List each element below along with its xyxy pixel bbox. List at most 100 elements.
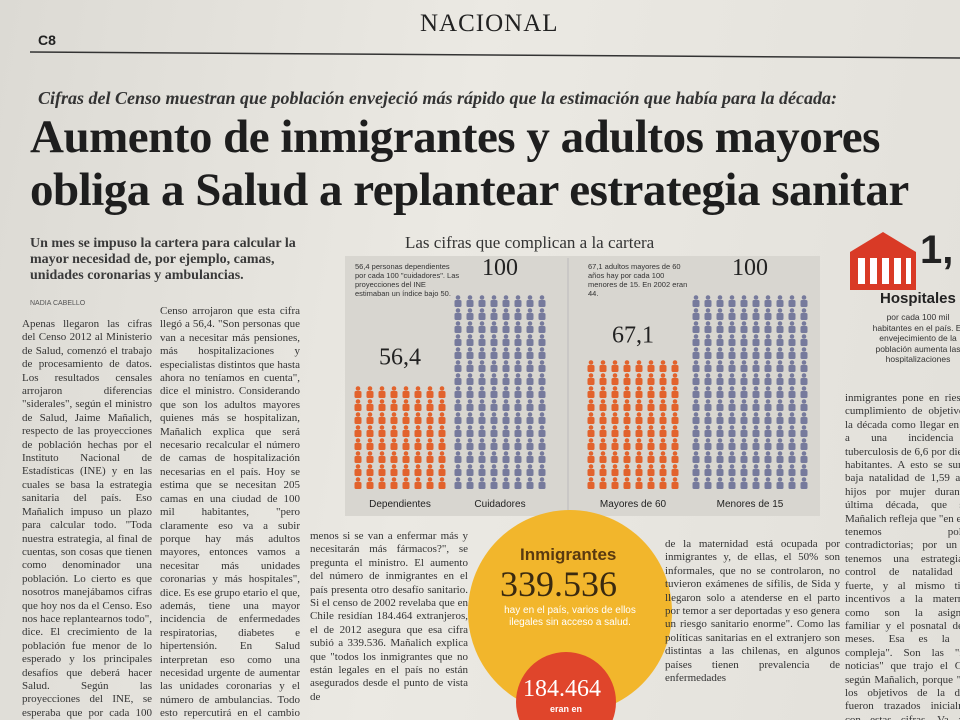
person-body xyxy=(514,300,522,307)
person-head xyxy=(491,425,497,430)
person-head xyxy=(789,425,795,430)
person-head xyxy=(660,412,666,417)
person-body xyxy=(526,378,534,385)
person-body xyxy=(502,404,510,411)
person-head xyxy=(741,360,747,365)
person-head xyxy=(403,399,409,404)
person-body xyxy=(490,326,498,333)
person-head xyxy=(789,451,795,456)
person-body xyxy=(490,391,498,398)
person-head xyxy=(588,477,594,482)
person-head xyxy=(391,477,397,482)
person-head xyxy=(367,464,373,469)
person-body xyxy=(728,443,736,450)
person-head xyxy=(355,399,361,404)
person-head xyxy=(660,451,666,456)
person-head xyxy=(753,464,759,469)
person-head xyxy=(515,360,521,365)
person-body xyxy=(478,378,486,385)
person-body xyxy=(692,404,700,411)
person-head xyxy=(491,308,497,313)
person-head xyxy=(789,321,795,326)
person-body xyxy=(478,339,486,346)
person-head xyxy=(789,347,795,352)
person-body xyxy=(502,313,510,320)
person-body xyxy=(800,430,808,437)
person-head xyxy=(515,464,521,469)
person-body xyxy=(776,430,784,437)
person-head xyxy=(455,308,461,313)
person-head xyxy=(672,464,678,469)
person-body xyxy=(354,482,362,489)
person-body xyxy=(752,378,760,385)
person-body xyxy=(514,404,522,411)
person-head xyxy=(753,308,759,313)
person-body xyxy=(502,365,510,372)
person-head xyxy=(636,360,642,365)
person-head xyxy=(648,425,654,430)
person-body xyxy=(647,404,655,411)
person-body xyxy=(659,482,667,489)
person-head xyxy=(705,295,711,300)
person-head xyxy=(753,425,759,430)
person-body xyxy=(587,443,595,450)
person-head xyxy=(729,334,735,339)
byline: NADIA CABELLO xyxy=(30,300,86,307)
person-body xyxy=(764,404,772,411)
person-head xyxy=(624,412,630,417)
person-body xyxy=(788,391,796,398)
person-body xyxy=(635,469,643,476)
person-head xyxy=(741,477,747,482)
panel-note: 56,4 personas dependientes por cada 100 … xyxy=(355,262,460,298)
person-head xyxy=(636,451,642,456)
person-head xyxy=(765,425,771,430)
person-head xyxy=(648,360,654,365)
person-head xyxy=(467,334,473,339)
person-head xyxy=(753,451,759,456)
person-head xyxy=(765,477,771,482)
person-head xyxy=(391,412,397,417)
person-head xyxy=(672,451,678,456)
person-body xyxy=(490,352,498,359)
person-head xyxy=(753,386,759,391)
person-body xyxy=(526,417,534,424)
person-head xyxy=(705,425,711,430)
hospitals-number: 1, xyxy=(920,228,954,272)
person-head xyxy=(717,334,723,339)
person-body xyxy=(390,417,398,424)
person-body xyxy=(366,443,374,450)
person-body xyxy=(587,404,595,411)
person-head xyxy=(693,399,699,404)
person-head xyxy=(693,451,699,456)
person-head xyxy=(379,399,385,404)
person-head xyxy=(600,438,606,443)
person-body xyxy=(800,313,808,320)
person-body xyxy=(402,456,410,463)
person-head xyxy=(624,477,630,482)
person-head xyxy=(660,386,666,391)
person-head xyxy=(527,386,533,391)
person-body xyxy=(438,456,446,463)
section-name: NACIONAL xyxy=(420,10,559,37)
person-head xyxy=(515,308,521,313)
immigrants-number: 339.536 xyxy=(500,564,617,604)
person-head xyxy=(503,425,509,430)
person-body xyxy=(692,469,700,476)
person-head xyxy=(705,399,711,404)
person-body xyxy=(716,352,724,359)
person-head xyxy=(515,334,521,339)
person-head xyxy=(600,399,606,404)
person-head xyxy=(515,295,521,300)
person-head xyxy=(479,464,485,469)
infographic-title: Las cifras que complican a la cartera xyxy=(405,233,655,252)
person-head xyxy=(403,438,409,443)
person-head xyxy=(455,412,461,417)
person-head xyxy=(729,451,735,456)
person-head xyxy=(539,321,545,326)
person-body xyxy=(716,417,724,424)
person-head xyxy=(636,399,642,404)
pictogram-bar xyxy=(692,295,808,489)
person-body xyxy=(716,404,724,411)
person-body xyxy=(716,326,724,333)
person-body xyxy=(502,391,510,398)
